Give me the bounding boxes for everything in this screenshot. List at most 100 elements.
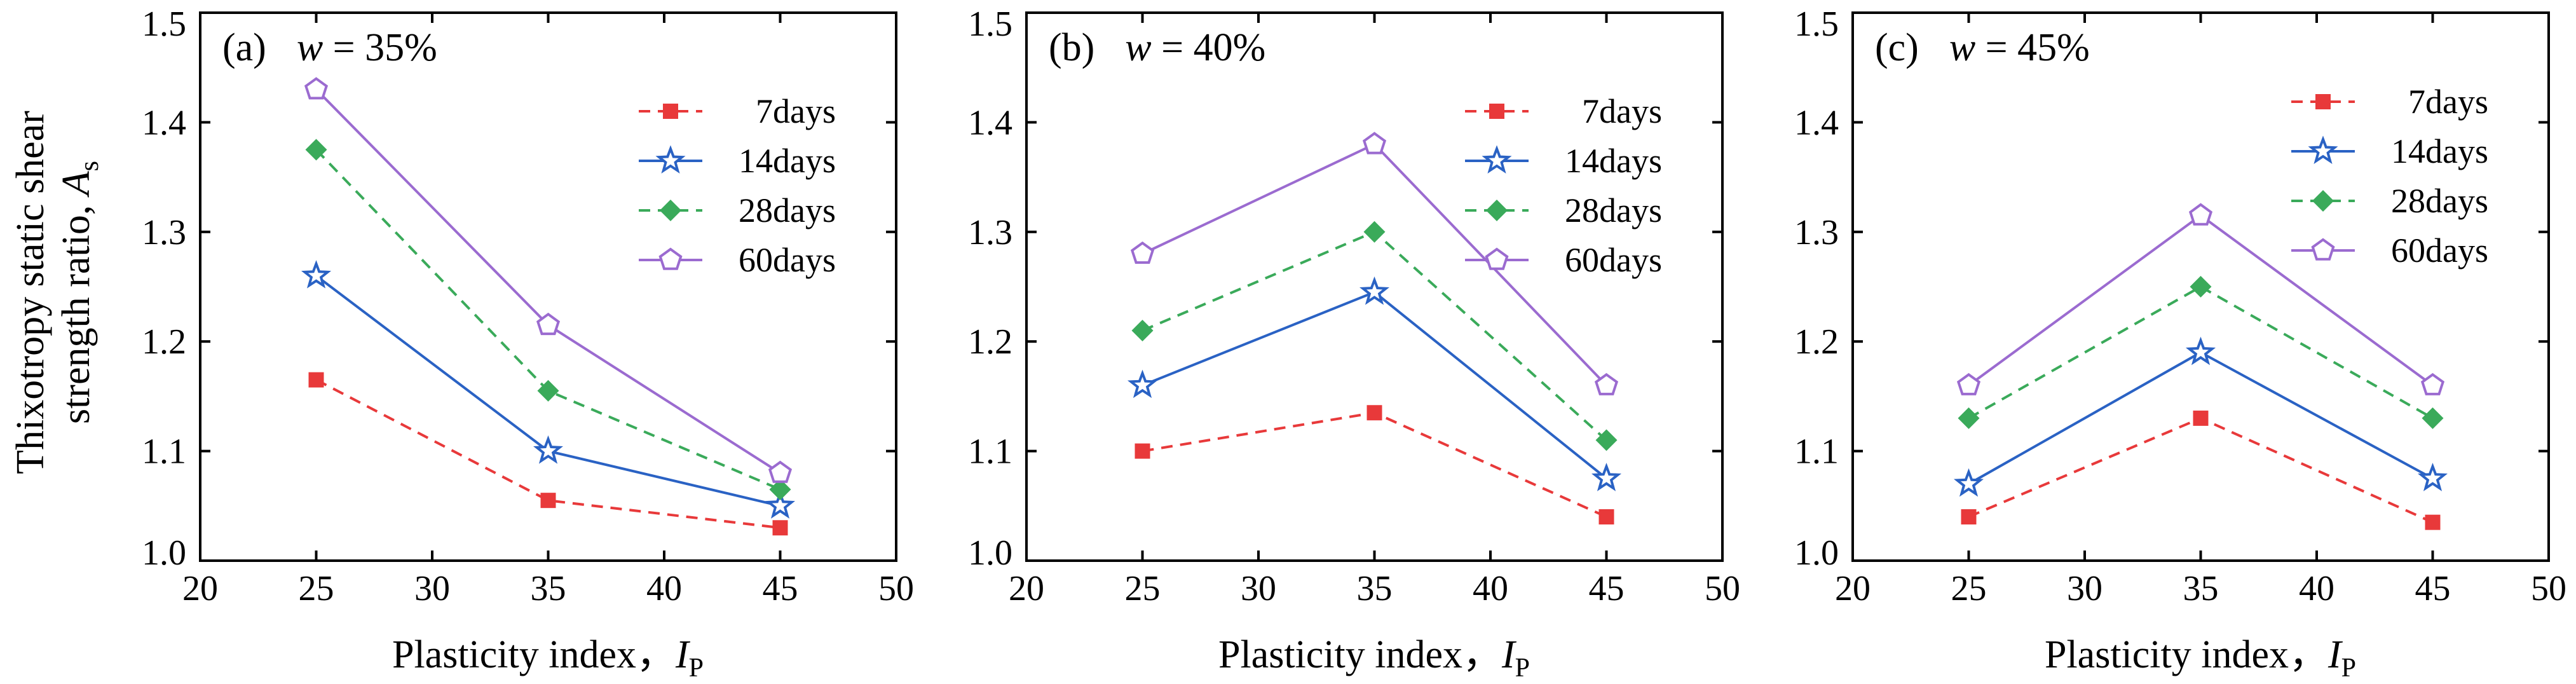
panel-b-series-line-7days bbox=[1142, 411, 1607, 518]
panel-a-point-7days-35 bbox=[540, 493, 556, 509]
panel-b-point-28days-35 bbox=[1363, 221, 1386, 243]
panel-a-x-axis-title-text: Plasticity index， bbox=[392, 633, 676, 676]
panel-b-plot: 20 25 30 35 40 45 50 1.0 1.1 1.2 1.3 1.4 1.5 7days 14d… bbox=[968, 4, 1740, 608]
panel-a-legend-label-14days: 14days bbox=[739, 142, 836, 180]
panel-c-point-7days-25 bbox=[1961, 509, 1977, 525]
panel-b-series-line-60days bbox=[1141, 142, 1607, 386]
panel-c-point-7days-45 bbox=[2425, 514, 2441, 530]
panel-a-label: (a) bbox=[222, 26, 266, 69]
panel-c-y-tick-label-1.0: 1.0 bbox=[1794, 533, 1839, 573]
panel-b-point-28days-25 bbox=[1131, 319, 1154, 341]
panel-c-legend-label-28days: 28days bbox=[2391, 182, 2488, 220]
panel-b-legend-label-28days: 28days bbox=[1565, 191, 1662, 229]
panel-a-x-tick-label-25: 25 bbox=[299, 569, 334, 608]
panel-a-point-28days-25 bbox=[305, 139, 327, 161]
panel-b-y-tick-label-1.4: 1.4 bbox=[968, 103, 1012, 142]
panel-c-series-line-60days bbox=[1968, 214, 2434, 386]
panel-a: (a) w = 35% Plasticity index，IP 20 25 30 35 4… bbox=[142, 4, 914, 683]
panel-c-x-tick-label-40: 40 bbox=[2299, 569, 2334, 608]
panel-c-point-14days-35 bbox=[2185, 336, 2216, 366]
panel-c-x-axis-title: Plasticity index，IP bbox=[2045, 633, 2356, 681]
panel-b-legend-label-60days: 60days bbox=[1565, 241, 1662, 279]
panel-a-y-tick-label-1.3: 1.3 bbox=[142, 213, 186, 252]
panel-b-x-axis-title-symbol: I bbox=[1501, 633, 1517, 676]
panel-b-point-60days-25 bbox=[1130, 241, 1155, 264]
panel-c-legend-label-60days: 60days bbox=[2391, 231, 2488, 270]
panel-b-point-7days-45 bbox=[1598, 509, 1614, 525]
panel-b-label: (b) bbox=[1049, 26, 1094, 69]
panel-c-series-line-28days bbox=[1968, 285, 2434, 420]
panel-b-point-7days-35 bbox=[1366, 405, 1382, 421]
panel-a-y-tick-label-1.1: 1.1 bbox=[142, 432, 186, 472]
panel-c-point-28days-25 bbox=[1958, 407, 1980, 429]
panel-b-point-60days-35 bbox=[1362, 132, 1387, 154]
panel-b-x-tick-label-35: 35 bbox=[1357, 569, 1393, 608]
panel-b-y-tick-label-1.5: 1.5 bbox=[968, 4, 1012, 44]
panel-c-x-tick-label-50: 50 bbox=[2531, 569, 2566, 608]
panel-b-value: 40% bbox=[1194, 26, 1266, 69]
panel-c-point-14days-25 bbox=[1953, 468, 1984, 497]
panel-c-legend-label-7days: 7days bbox=[2408, 83, 2488, 121]
panel-c-legend-marker-60days bbox=[2311, 238, 2335, 261]
y-axis-title-line1: Thixotropy static shear bbox=[9, 111, 52, 474]
panel-c-x-axis-title-subscript: P bbox=[2341, 653, 2356, 681]
panel-c-legend-marker-14days bbox=[2308, 135, 2338, 165]
panel-c-x-tick-label-35: 35 bbox=[2183, 569, 2219, 608]
panel-a-equals: = bbox=[323, 26, 365, 69]
panel-b-point-14days-25 bbox=[1127, 369, 1158, 399]
panel-c-point-60days-45 bbox=[2420, 373, 2445, 395]
panel-b-legend-label-14days: 14days bbox=[1565, 142, 1662, 180]
panel-a-tag: (a) w = 35% bbox=[222, 26, 437, 69]
panel-a-x-axis-title: Plasticity index，IP bbox=[392, 633, 704, 681]
panel-c-legend-marker-28days bbox=[2312, 190, 2334, 212]
panel-a-legend-marker-28days bbox=[660, 200, 681, 221]
panel-c-point-28days-35 bbox=[2190, 276, 2212, 298]
panel-c-series-line-7days bbox=[1968, 416, 2434, 524]
panel-a-plot: 20 25 30 35 40 45 50 1.0 1.1 1.2 1.3 1.4 1.5 7days 14d… bbox=[142, 4, 914, 608]
y-axis-title-subscript: s bbox=[75, 161, 104, 171]
panel-b-point-14days-35 bbox=[1359, 276, 1390, 305]
panel-a-x-tick-label-45: 45 bbox=[763, 569, 798, 608]
panel-b-legend-marker-14days bbox=[1482, 145, 1512, 174]
panel-c-point-60days-35 bbox=[2188, 203, 2213, 226]
panel-a-point-28days-35 bbox=[537, 380, 559, 402]
panel-b-x-tick-label-50: 50 bbox=[1705, 569, 1740, 608]
panel-a-y-tick-label-1.2: 1.2 bbox=[142, 322, 186, 362]
panel-c-y-tick-label-1.5: 1.5 bbox=[1794, 4, 1839, 44]
panel-b-x-axis-title: Plasticity index，IP bbox=[1218, 633, 1530, 681]
panel-c-x-tick-label-45: 45 bbox=[2415, 569, 2451, 608]
panel-b-x-axis-title-text: Plasticity index， bbox=[1218, 633, 1502, 676]
panel-c-x-axis-title-text: Plasticity index， bbox=[2045, 633, 2328, 676]
panel-a-legend-marker-7days bbox=[663, 104, 678, 119]
panel-c-plot: 20 25 30 35 40 45 50 1.0 1.1 1.2 1.3 1.4 1.5 7days 14d… bbox=[1794, 4, 2566, 608]
panel-a-point-60days-35 bbox=[536, 312, 561, 336]
panel-c-legend-marker-7days bbox=[2315, 94, 2331, 109]
panel-c: (c) w = 45% Plasticity index，IP 20 25 30 35 4… bbox=[1794, 4, 2566, 683]
panel-a-x-axis-title-subscript: P bbox=[689, 653, 704, 681]
panel-b-legend-marker-60days bbox=[1485, 247, 1509, 270]
panel-c-legend-label-14days: 14days bbox=[2391, 132, 2488, 170]
panel-c-equals: = bbox=[1975, 26, 2017, 69]
panel-a-variable: w bbox=[297, 26, 323, 69]
panel-b-y-tick-label-1.1: 1.1 bbox=[968, 432, 1012, 472]
panel-b-point-60days-45 bbox=[1594, 373, 1619, 395]
panel-c-y-tick-label-1.4: 1.4 bbox=[1794, 103, 1839, 142]
panel-c-label: (c) bbox=[1875, 26, 1919, 69]
panel-a-x-tick-label-20: 20 bbox=[182, 569, 218, 608]
panel-a-point-28days-45 bbox=[769, 478, 791, 500]
panel-a-y-tick-label-1.0: 1.0 bbox=[142, 533, 186, 573]
panel-a-x-axis-title-symbol: I bbox=[675, 633, 691, 676]
panel-b-legend-marker-28days bbox=[1486, 200, 1508, 221]
panel-b-y-tick-label-1.3: 1.3 bbox=[968, 213, 1012, 252]
panel-a-y-tick-label-1.4: 1.4 bbox=[142, 103, 186, 142]
y-axis-title-text: strength ratio, bbox=[55, 195, 98, 424]
panel-a-point-14days-25 bbox=[301, 260, 332, 289]
panel-b-x-tick-label-20: 20 bbox=[1009, 569, 1044, 608]
panel-b-equals: = bbox=[1152, 26, 1194, 69]
panel-a-y-tick-label-1.5: 1.5 bbox=[142, 4, 186, 44]
panel-a-legend-marker-60days bbox=[658, 247, 683, 270]
panel-a-point-60days-25 bbox=[304, 77, 329, 100]
panel-a-x-tick-label-30: 30 bbox=[414, 569, 450, 608]
panel-b: (b) w = 40% Plasticity index，IP 20 25 30 35 4… bbox=[968, 4, 1740, 683]
y-axis-title-symbol: A bbox=[55, 170, 98, 198]
